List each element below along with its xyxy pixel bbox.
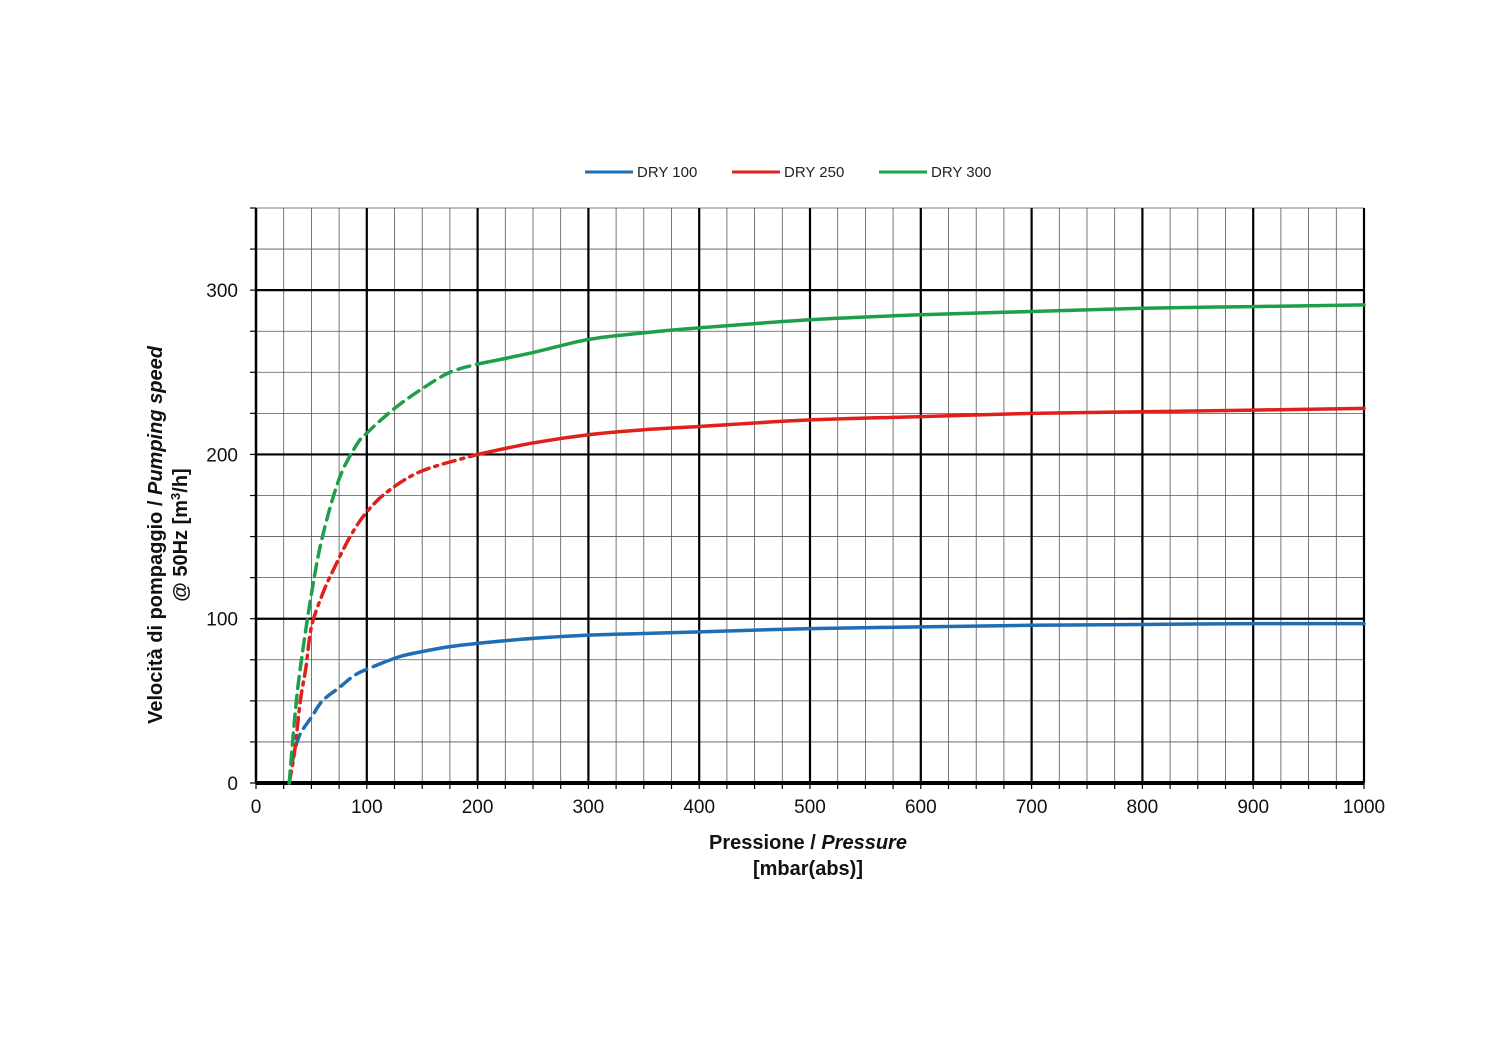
x-axis-title-part1: Pressione /: [709, 832, 821, 854]
series-line-dashed-dry-250: [287, 452, 480, 785]
legend: DRY 100 DRY 250 DRY 300: [585, 164, 991, 181]
y-tick-label: 100: [206, 610, 238, 631]
major-grid: [256, 208, 1366, 783]
x-tick-label: 800: [1127, 797, 1159, 818]
series-line-solid-dry-100: [376, 621, 1366, 667]
y-axis-title-part1: Velocità di pompaggio /: [145, 495, 167, 724]
y-tick-label: 200: [206, 445, 238, 466]
series-line-solid-dry-300: [475, 303, 1366, 366]
x-tick-label: 300: [573, 797, 605, 818]
x-tick-label: 1000: [1343, 797, 1385, 818]
y-tick-label: 300: [206, 281, 238, 302]
y-axis-tick-labels: 0 100 200 300: [206, 281, 238, 795]
x-tick-label: 400: [683, 797, 715, 818]
series-line-solid-dry-250: [475, 406, 1366, 457]
legend-item-dry-250: DRY 250: [732, 164, 844, 181]
x-axis-tick-labels: 0 100 200 300 400 500 600 700 800 900 1000: [251, 797, 1385, 818]
x-axis-title: Pressione / Pressure: [709, 832, 907, 854]
y-tick-label: 0: [227, 774, 238, 795]
x-axis-unit: [mbar(abs)]: [753, 858, 863, 880]
x-tick-label: 500: [794, 797, 826, 818]
y-axis-title-unit-a: @ 50Hz [m: [170, 500, 192, 602]
x-tick-label: 0: [251, 797, 262, 818]
minor-grid: [256, 207, 1364, 783]
y-axis-title-part2: Pumping speed: [145, 345, 167, 495]
series-dry-300: [287, 303, 1366, 785]
y-axis-title-unit-b: /h]: [170, 468, 192, 492]
y-axis-title-unit-sup: 3: [168, 493, 183, 500]
x-tick-label: 200: [462, 797, 494, 818]
legend-item-dry-100: DRY 100: [585, 164, 697, 181]
x-tick-label: 700: [1016, 797, 1048, 818]
series-line-dashed-dry-300: [287, 362, 480, 785]
y-axis-title: Velocità di pompaggio / Pumping speed @ …: [145, 345, 192, 724]
y-axis-title-line2: @ 50Hz [m3/h]: [168, 468, 192, 601]
series-lines: [287, 303, 1366, 785]
x-tick-label: 100: [351, 797, 383, 818]
axes: [250, 207, 1365, 789]
x-axis-title-part2: Pressure: [821, 832, 907, 854]
x-tick-label: 600: [905, 797, 937, 818]
x-tick-label: 900: [1237, 797, 1269, 818]
series-dry-250: [287, 406, 1366, 785]
legend-label-dry-250: DRY 250: [784, 164, 844, 181]
legend-label-dry-300: DRY 300: [931, 164, 991, 181]
legend-label-dry-100: DRY 100: [637, 164, 697, 181]
y-axis-title-line1: Velocità di pompaggio / Pumping speed: [145, 345, 167, 724]
legend-item-dry-300: DRY 300: [879, 164, 991, 181]
